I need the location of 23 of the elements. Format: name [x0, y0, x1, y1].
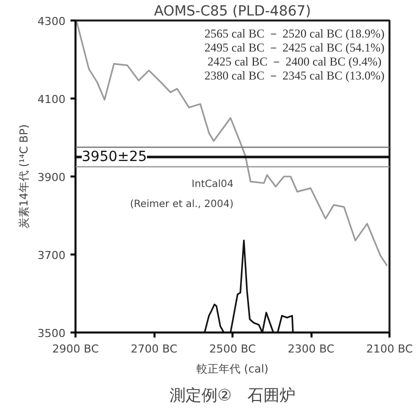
- y-tick-label: 3700: [38, 249, 66, 262]
- annotation: (Reimer et al., 2004): [130, 199, 234, 210]
- x-axis-title: 較正年代 (cal): [196, 362, 268, 376]
- y-tick-label: 4300: [38, 15, 66, 28]
- ref-line-label: 3950±25: [82, 149, 147, 165]
- annotation: 2425 cal BC － 2400 cal BC (9.4%): [208, 54, 382, 68]
- annotation: 2565 cal BC － 2520 cal BC (18.9%): [204, 26, 385, 40]
- y-tick-label: 3900: [38, 171, 66, 184]
- annotation: 2495 cal BC － 2425 cal BC (54.1%): [204, 40, 385, 54]
- text: 測定例② 石囲炉: [169, 386, 296, 404]
- annotation: IntCal04: [192, 179, 234, 190]
- chart-title: AOMS-C85 (PLD-4867): [154, 4, 312, 20]
- x-tick-label: 2300 BC: [288, 342, 335, 356]
- y-axis-title: 炭素14年代 (¹⁴C BP): [18, 124, 31, 229]
- y-tick-label: 3500: [38, 327, 66, 340]
- annotation: 2380 cal BC － 2345 cal BC (13.0%): [204, 68, 385, 82]
- line-series: [76, 20, 388, 267]
- x-tick-label: 2900 BC: [52, 342, 100, 356]
- y-tick-label: 4100: [38, 93, 66, 106]
- line-series: [204, 240, 294, 332]
- x-tick-label: 2100 BC: [366, 342, 414, 356]
- x-tick-label: 2700 BC: [130, 342, 178, 356]
- x-tick-label: 2500 BC: [209, 342, 256, 356]
